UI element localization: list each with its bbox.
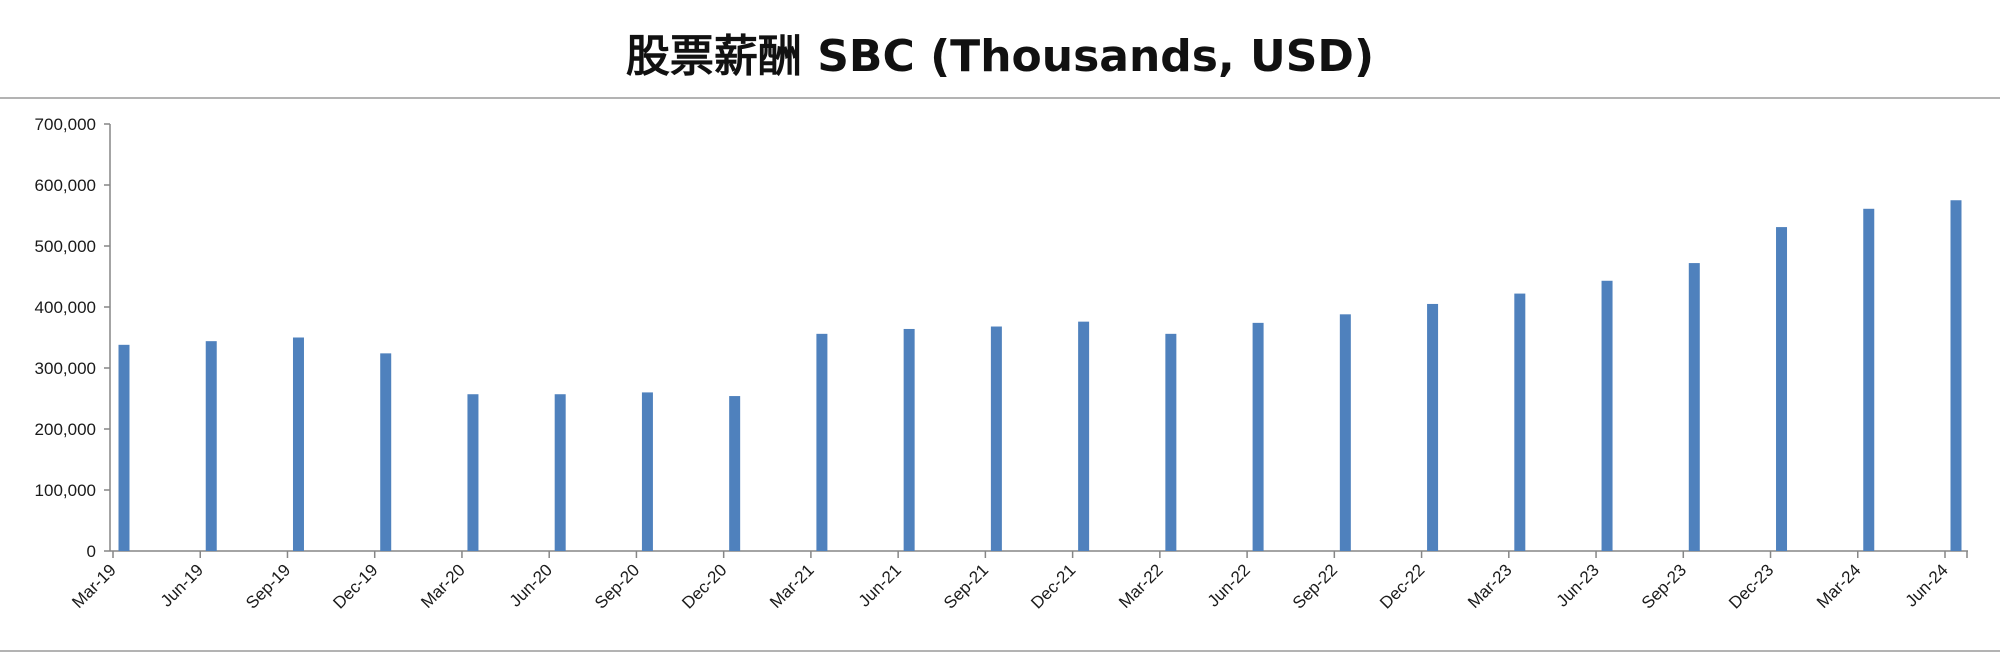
y-tick-label: 100,000 [35, 481, 96, 500]
x-tick-label: Mar-19 [68, 560, 120, 612]
bar [1950, 200, 1962, 551]
bar [1252, 322, 1264, 551]
x-tick-label: Mar-22 [1115, 560, 1167, 612]
x-tick-label: Jun-20 [506, 560, 556, 610]
x-tick-label: Sep-21 [940, 560, 992, 612]
x-tick-label: Sep-19 [242, 560, 294, 612]
bar [1514, 293, 1526, 551]
x-tick-label: Mar-24 [1813, 560, 1865, 612]
y-tick-label: 0 [87, 542, 96, 561]
bar [641, 392, 653, 551]
bar [1078, 321, 1090, 551]
bar [118, 344, 130, 551]
x-tick-label: Mar-23 [1464, 560, 1516, 612]
bar [1776, 227, 1788, 551]
bar [205, 341, 217, 551]
x-tick-label: Jun-22 [1204, 560, 1254, 610]
x-tick-label: Sep-23 [1638, 560, 1690, 612]
y-tick-label: 200,000 [35, 420, 96, 439]
y-tick-label: 300,000 [35, 359, 96, 378]
bar [729, 396, 741, 551]
x-tick-label: Jun-21 [855, 560, 905, 610]
x-tick-label: Jun-19 [157, 560, 207, 610]
x-tick-label: Sep-20 [591, 560, 643, 612]
bar [467, 394, 479, 551]
bar [380, 353, 392, 551]
y-tick-label: 400,000 [35, 298, 96, 317]
y-tick-label: 700,000 [35, 115, 96, 134]
x-tick-label: Mar-20 [417, 560, 469, 612]
chart-title: 股票薪酬 SBC (Thousands, USD) [625, 31, 1375, 82]
x-tick-label: Jun-23 [1553, 560, 1603, 610]
x-tick-label: Mar-21 [766, 560, 818, 612]
bar [554, 394, 566, 551]
bar [1601, 280, 1613, 551]
plot-area: 0 100,000 200,000 300,000 400,000 500,000 600,… [35, 115, 1968, 613]
bar [903, 328, 915, 551]
bar [292, 337, 304, 551]
x-tick-label: Dec-20 [678, 560, 730, 612]
x-tick-label: Sep-22 [1289, 560, 1341, 612]
x-tick-label: Dec-19 [329, 560, 381, 612]
bar [1863, 208, 1875, 552]
bar [816, 333, 828, 551]
bar [1339, 314, 1351, 551]
x-tick-label: Jun-24 [1902, 560, 1952, 610]
bar [1688, 263, 1700, 551]
x-tick-label: Dec-22 [1376, 560, 1428, 612]
x-tick-label: Dec-21 [1027, 560, 1079, 612]
y-tick-label: 500,000 [35, 237, 96, 256]
y-tick-label: 600,000 [35, 176, 96, 195]
bar [1427, 303, 1439, 551]
x-tick-label: Dec-23 [1725, 560, 1777, 612]
bar [990, 326, 1002, 551]
bar [1165, 333, 1177, 551]
